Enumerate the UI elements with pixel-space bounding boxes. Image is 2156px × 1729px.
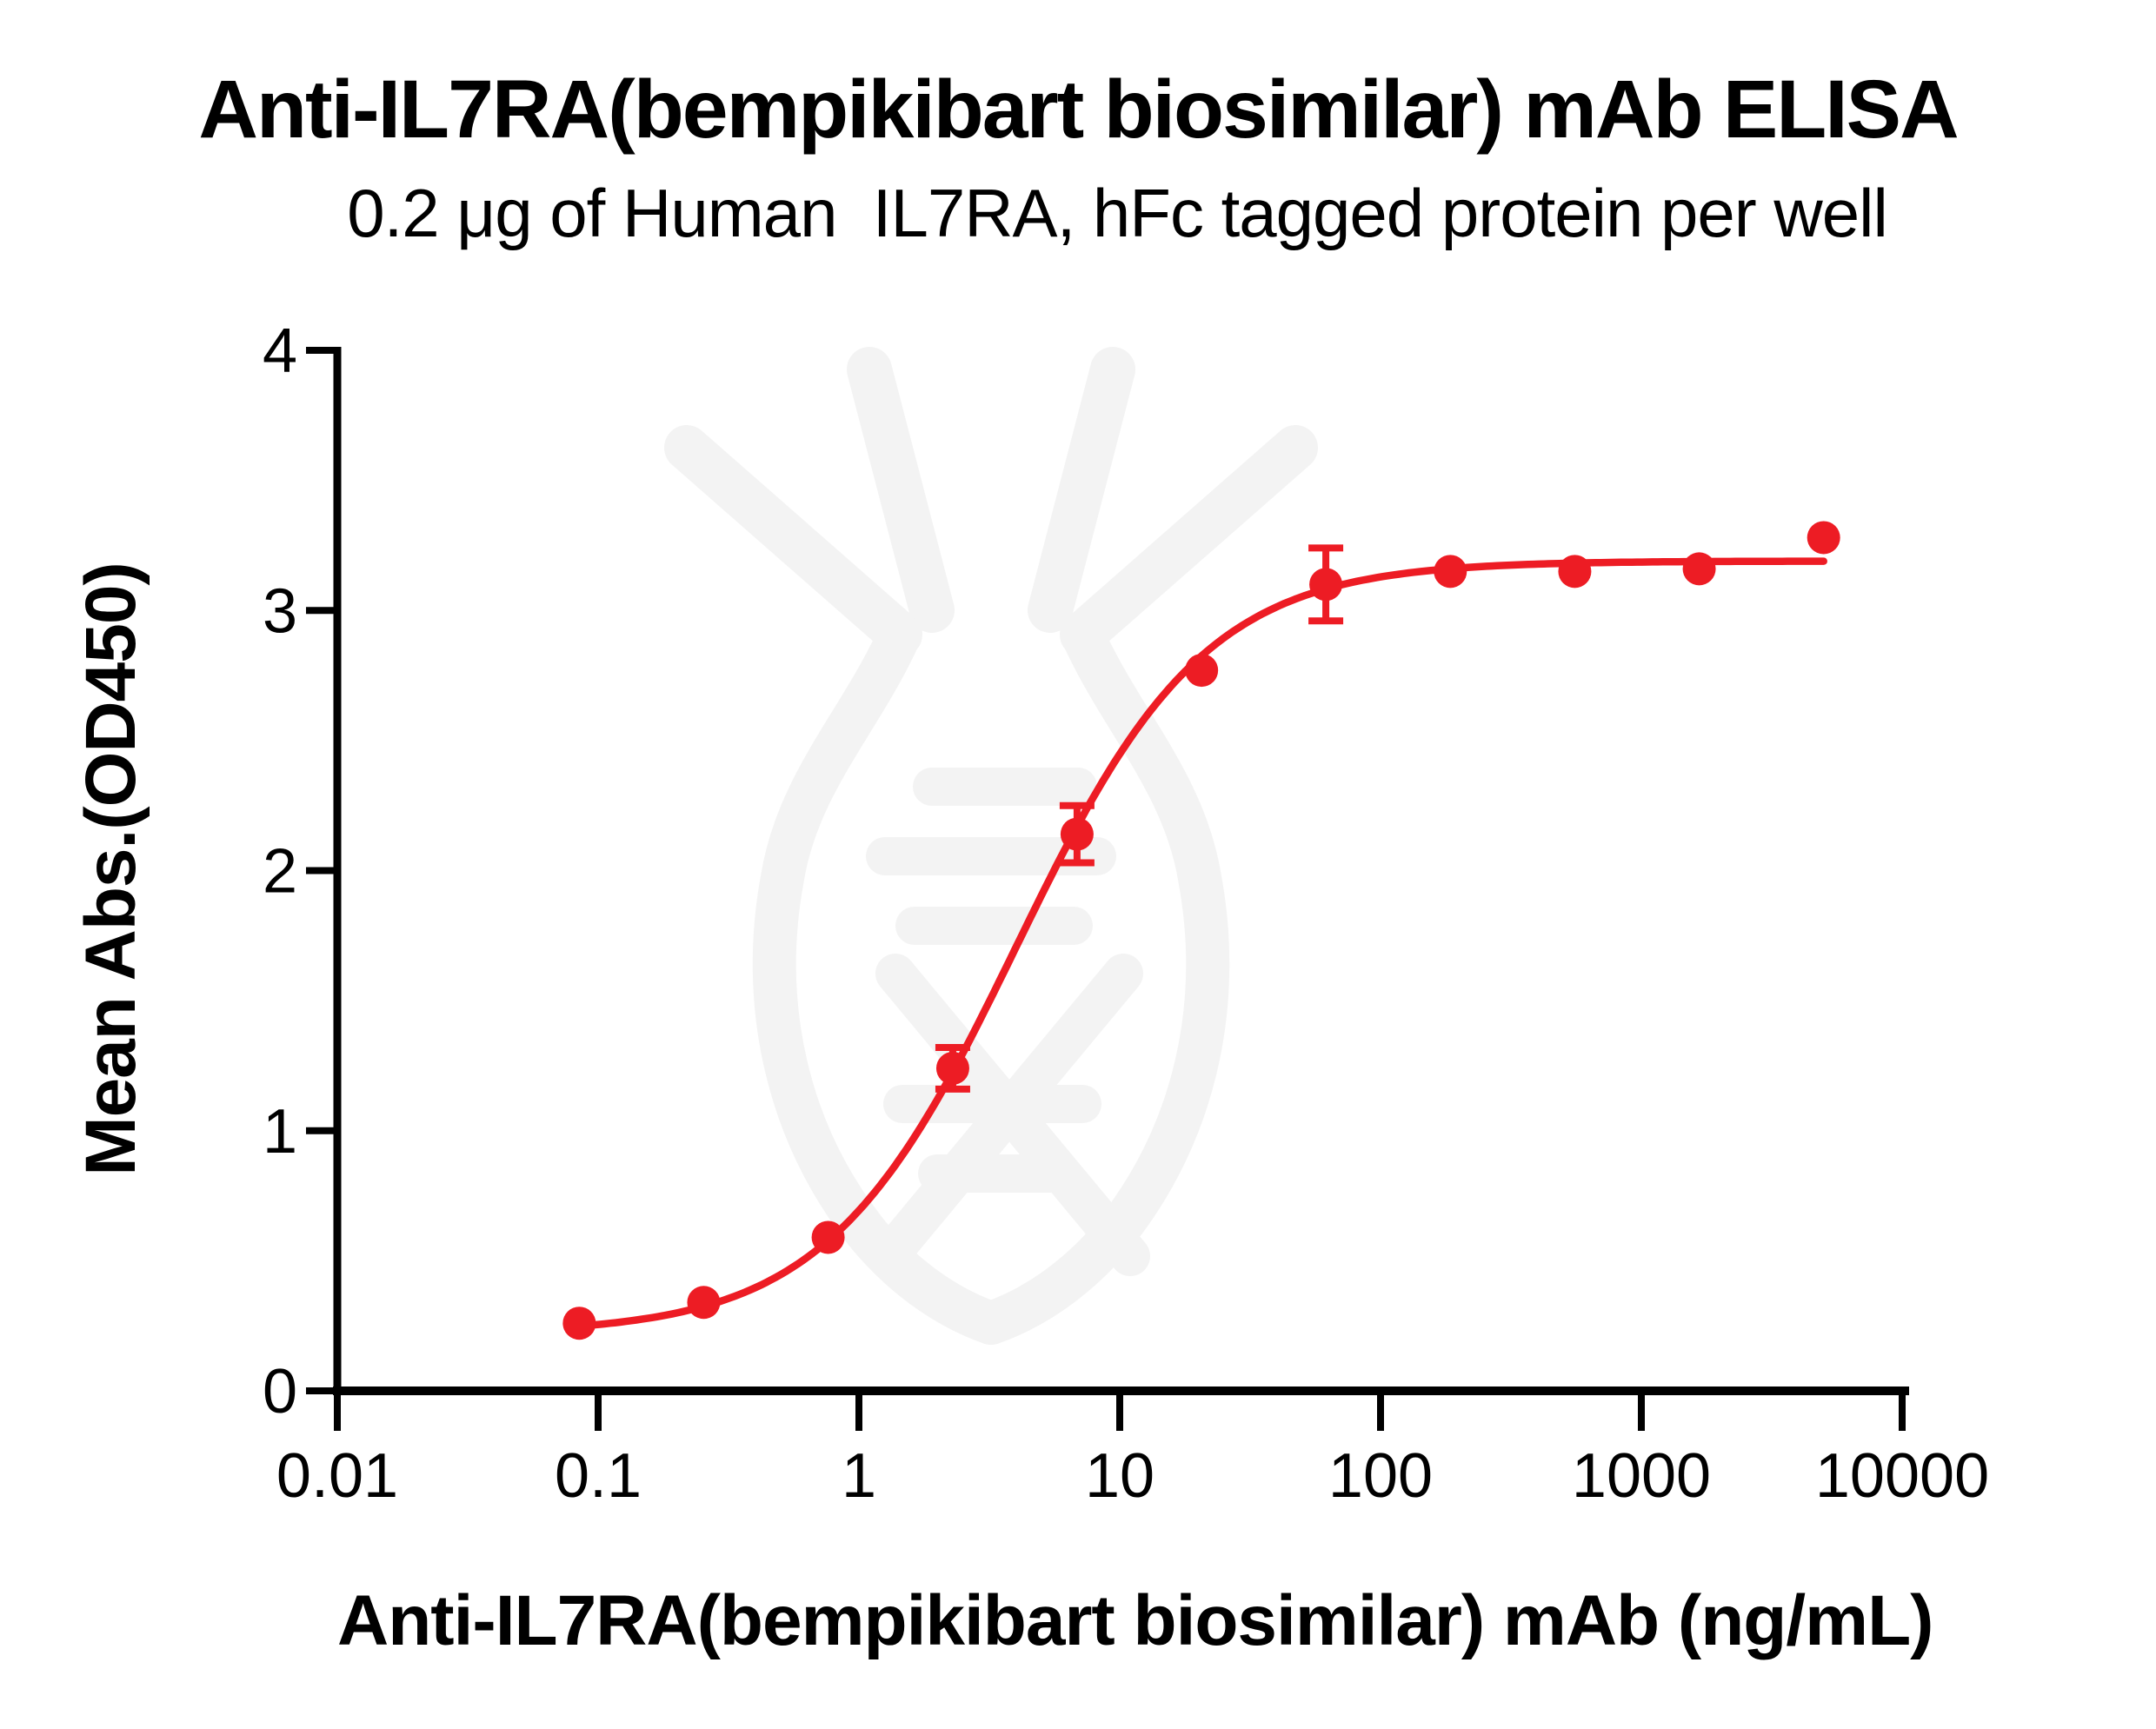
x-tick-label: 0.01	[276, 1441, 398, 1511]
y-axis-title: Mean Abs.(OD450)	[71, 562, 150, 1176]
data-point-marker	[562, 1307, 596, 1340]
data-point-marker	[1558, 555, 1592, 589]
data-point-marker	[1309, 568, 1343, 602]
data-point-marker	[1185, 654, 1219, 688]
watermark-logo	[664, 347, 1318, 1345]
chart-subtitle: 0.2 μg of Human IL7RA, hFc tagged protei…	[347, 175, 1888, 251]
y-tick-label: 1	[263, 1097, 297, 1167]
x-tick-label: 1000	[1572, 1441, 1711, 1511]
y-tick-label: 3	[263, 576, 297, 646]
watermark-stroke	[664, 425, 922, 657]
watermark-stroke	[1060, 425, 1318, 657]
x-tick-label: 10	[1085, 1441, 1155, 1511]
data-point-marker	[1434, 555, 1467, 589]
y-tick-label: 2	[263, 837, 297, 907]
x-tick-label: 10000	[1815, 1441, 1989, 1511]
watermark-stroke	[752, 613, 1013, 1345]
watermark-stroke	[847, 347, 955, 633]
data-point-marker	[1060, 817, 1094, 851]
chart-title: Anti-IL7RA(bempikibart biosimilar) mAb E…	[198, 63, 1959, 156]
y-tick-label: 0	[263, 1357, 297, 1426]
data-point-marker	[1807, 521, 1840, 555]
x-tick-label: 1	[842, 1441, 876, 1511]
x-tick-label: 0.1	[555, 1441, 642, 1511]
data-point-marker	[935, 1051, 969, 1085]
data-point-marker	[1682, 552, 1716, 586]
x-tick-label: 100	[1328, 1441, 1433, 1511]
y-tick-label: 4	[263, 316, 297, 386]
x-axis-title: Anti-IL7RA(bempikibart biosimilar) mAb (…	[337, 1581, 1933, 1660]
watermark-stroke	[969, 613, 1230, 1345]
watermark-stroke	[868, 954, 1143, 1276]
data-point-marker	[687, 1286, 721, 1320]
data-point-marker	[811, 1220, 845, 1254]
watermark-stroke	[1028, 347, 1135, 633]
